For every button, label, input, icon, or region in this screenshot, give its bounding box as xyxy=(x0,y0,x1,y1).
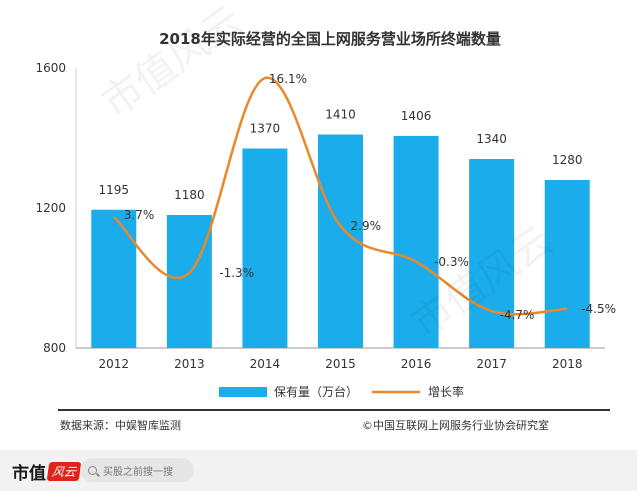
bar-value-label: 1410 xyxy=(325,108,356,122)
bar-value-label: 1280 xyxy=(552,153,583,167)
growth-rate-label: 3.7% xyxy=(124,208,154,222)
growth-rate-label: -1.3% xyxy=(219,266,254,280)
y-tick-label: 1200 xyxy=(35,201,66,215)
search-icon xyxy=(88,465,97,475)
search-box[interactable]: 买股之前搜一搜 xyxy=(80,458,194,482)
growth-rate-label: -4.7% xyxy=(500,308,535,322)
bar-2014 xyxy=(242,148,288,348)
bar-2013 xyxy=(166,215,212,348)
legend-bar-label: 保有量（万台） xyxy=(274,384,358,399)
growth-rate-line xyxy=(112,76,568,316)
x-tick-label: 2016 xyxy=(401,357,432,371)
legend-bar-swatch xyxy=(219,387,267,397)
legend-line-label: 增长率 xyxy=(428,384,464,399)
y-tick-label: 1600 xyxy=(35,61,66,75)
x-tick-label: 2018 xyxy=(552,357,583,371)
brand-name: 市值 xyxy=(12,463,46,484)
source-note: 数据来源：中娱智库监测 xyxy=(60,419,181,432)
x-tick-label: 2013 xyxy=(174,357,205,371)
x-ticks: 2012 2013 2014 2015 2016 2017 2018 xyxy=(99,357,583,371)
bar-value-label: 1406 xyxy=(401,109,432,123)
footer-bar: 市值 风云 买股之前搜一搜 xyxy=(0,450,637,491)
bar-value-label: 1180 xyxy=(174,188,205,202)
search-placeholder: 买股之前搜一搜 xyxy=(103,466,173,478)
bar-value-label: 1340 xyxy=(476,132,507,146)
brand-mark: 风云 xyxy=(46,461,82,481)
bar-value-label: 1195 xyxy=(99,183,130,197)
brand-logo[interactable]: 市值 风云 xyxy=(12,460,82,484)
x-tick-label: 2014 xyxy=(250,357,281,371)
bar-2016 xyxy=(393,135,439,348)
growth-rate-label: -0.3% xyxy=(434,255,469,269)
y-ticks: 800 1200 1600 xyxy=(35,61,66,355)
bar-2012 xyxy=(91,209,137,348)
growth-rate-label: -4.5% xyxy=(581,302,616,316)
growth-rate-labels: 3.7% -1.3% 16.1% 2.9% -0.3% -4.7% -4.5% xyxy=(124,72,616,322)
growth-line-series xyxy=(112,76,568,316)
y-tick-label: 800 xyxy=(43,341,66,355)
growth-rate-label: 2.9% xyxy=(351,219,382,233)
bar-value-labels: 1195 1180 1370 1410 1406 1340 1280 xyxy=(99,108,583,203)
growth-rate-label: 16.1% xyxy=(269,72,307,86)
legend: 保有量（万台） 增长率 xyxy=(219,384,464,399)
copyright-note: ©中国互联网上网服务行业协会研究室 xyxy=(362,419,549,432)
chart-title: 2018年实际经营的全国上网服务营业场所终端数量 xyxy=(159,30,501,48)
x-tick-label: 2012 xyxy=(99,357,130,371)
x-tick-label: 2017 xyxy=(476,357,507,371)
bar-2017 xyxy=(469,159,515,348)
chart-card: 2018年实际经营的全国上网服务营业场所终端数量 800 1200 1600 119… xyxy=(0,0,637,450)
bar-2018 xyxy=(544,180,590,348)
x-tick-label: 2015 xyxy=(325,357,356,371)
chart-svg: 2018年实际经营的全国上网服务营业场所终端数量 800 1200 1600 119… xyxy=(35,30,616,411)
bar-value-label: 1370 xyxy=(250,122,281,136)
bar-series xyxy=(91,134,590,348)
